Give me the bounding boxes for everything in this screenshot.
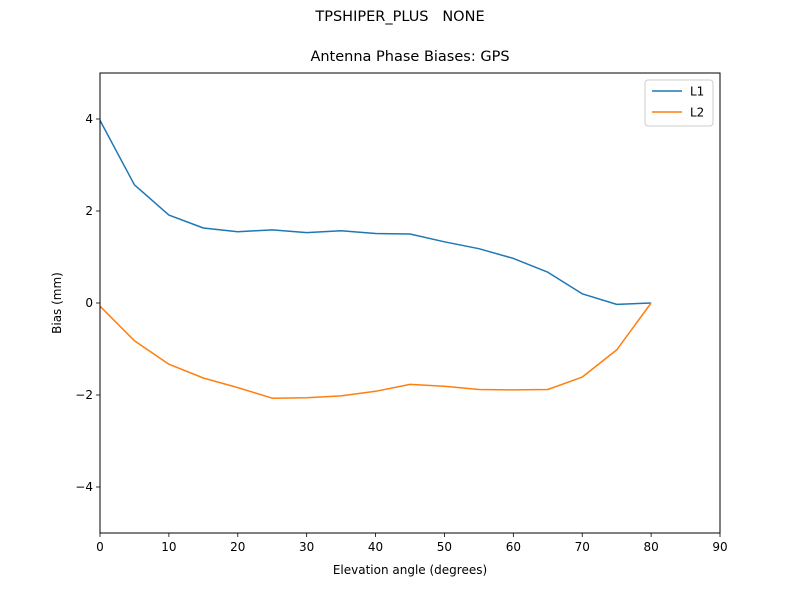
plot-frame xyxy=(99,72,721,534)
series-line-l2 xyxy=(99,302,652,399)
x-tick-label: 90 xyxy=(712,540,727,554)
legend: L1 L2 xyxy=(644,79,714,127)
y-tick-label: −2 xyxy=(75,388,93,402)
x-tick-label: 80 xyxy=(643,540,658,554)
x-tick-label: 20 xyxy=(230,540,245,554)
legend-label-l2: L2 xyxy=(690,106,704,120)
y-axis-label: Bias (mm) xyxy=(50,272,64,334)
x-tick-label: 50 xyxy=(437,540,452,554)
x-tick-label: 10 xyxy=(161,540,176,554)
series-line-l1 xyxy=(99,120,652,306)
x-axis-ticks: 0 10 20 30 40 50 60 70 80 90 xyxy=(96,533,728,554)
legend-label-l1: L1 xyxy=(690,85,704,99)
chart-title: Antenna Phase Biases: GPS xyxy=(310,49,510,65)
y-axis-ticks: −4 −2 0 2 4 xyxy=(75,112,100,494)
x-tick-label: 60 xyxy=(506,540,521,554)
x-tick-label: 0 xyxy=(96,540,104,554)
y-tick-label: 0 xyxy=(85,296,93,310)
x-tick-label: 30 xyxy=(299,540,314,554)
x-axis-label: Elevation angle (degrees) xyxy=(333,563,487,577)
x-tick-label: 70 xyxy=(575,540,590,554)
x-tick-label: 40 xyxy=(368,540,383,554)
plot-lines xyxy=(99,120,652,399)
y-tick-label: 4 xyxy=(85,112,93,126)
y-tick-label: 2 xyxy=(85,204,93,218)
figure-suptitle: TPSHIPER_PLUS NONE xyxy=(315,9,485,25)
y-tick-label: −4 xyxy=(75,480,93,494)
